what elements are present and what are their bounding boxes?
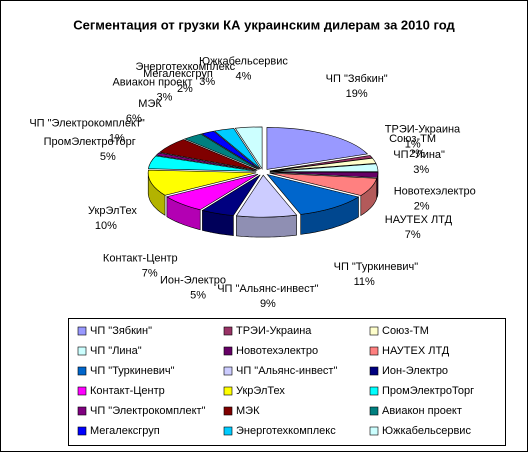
slice-side — [236, 214, 297, 238]
data-label-value: 2% — [409, 148, 425, 160]
legend-swatch — [77, 326, 87, 336]
legend-box — [68, 318, 506, 446]
data-label-name: ЧП "Лина" — [393, 149, 445, 161]
legend-swatch — [369, 386, 379, 396]
data-label-value: 5% — [190, 289, 206, 301]
legend-label: УкрЭлТех — [236, 385, 285, 397]
legend-swatch — [223, 386, 233, 396]
legend-swatch — [223, 406, 233, 416]
slice — [269, 157, 377, 172]
slice — [234, 126, 263, 170]
data-label-value: 3% — [199, 76, 215, 88]
legend-swatch — [77, 386, 87, 396]
data-label-name: ЧП "Альянс-инвест" — [217, 283, 318, 295]
legend-label: ЧП "Электрокомплект" — [90, 405, 206, 417]
data-label-value: 7% — [405, 229, 421, 241]
slice — [266, 173, 360, 215]
legend-swatch — [77, 406, 87, 416]
legend-label: ЧП "Туркиневич" — [90, 365, 175, 377]
legend-label: Новотехэлектро — [236, 345, 318, 357]
slice — [269, 172, 378, 196]
data-label-value: 10% — [95, 220, 117, 232]
data-label-name: ТРЭИ-Украина — [385, 124, 461, 136]
data-label-name: Южкабельсервис — [199, 56, 288, 68]
legend-swatch — [223, 366, 233, 376]
data-label-name: Новотехэлектро — [394, 185, 476, 197]
legend-swatch — [369, 346, 379, 356]
data-label-name: Союз-ТМ — [389, 133, 436, 145]
legend-label: Контакт-Центр — [90, 385, 165, 397]
data-label-value: 7% — [142, 267, 158, 279]
slice — [269, 163, 379, 173]
legend-label: Союз-ТМ — [382, 325, 429, 337]
data-label-name: Ион-Электро — [160, 274, 226, 286]
slice — [183, 133, 259, 170]
legend-swatch — [369, 366, 379, 376]
legend-swatch — [369, 426, 379, 436]
legend-swatch — [223, 426, 233, 436]
slice — [166, 173, 259, 211]
data-label-name: ПромЭлектроТорг — [44, 136, 136, 148]
data-label-name: ЧП "Зябкин" — [326, 73, 388, 85]
slice — [269, 171, 379, 178]
legend-label: ПромЭлектроТорг — [382, 385, 474, 397]
data-label-name: НАУТЕХ ЛТД — [385, 214, 453, 226]
data-label-name: Авиакон проект — [112, 77, 192, 89]
legend-swatch — [77, 426, 87, 436]
data-label-value: 5% — [100, 151, 116, 163]
legend-label: НАУТЕХ ЛТД — [382, 345, 450, 357]
data-label-name: УкрЭлТех — [88, 205, 137, 217]
slice — [201, 130, 260, 170]
legend-label: Ион-Электро — [382, 365, 448, 377]
data-label-value: 9% — [260, 298, 276, 310]
data-label-name: ЧП "Электрокомплект" — [29, 118, 145, 130]
data-label-value: 1% — [109, 133, 125, 145]
data-label-name: МЭК — [138, 98, 162, 110]
legend-swatch — [223, 346, 233, 356]
chart-title: Сегментация от грузки КА украинским диле… — [73, 17, 455, 32]
legend-swatch — [77, 366, 87, 376]
legend-label: ЧП "Альянс-инвест" — [236, 365, 337, 377]
data-label-name: Мегалексгруп — [143, 68, 213, 80]
data-label-value: 2% — [414, 200, 430, 212]
slice — [266, 127, 369, 170]
data-label-value: 1% — [405, 139, 421, 151]
legend-label: ЧП "Зябкин" — [90, 325, 152, 337]
slice — [155, 152, 257, 172]
slice — [147, 169, 257, 196]
slice — [235, 174, 298, 218]
slice — [158, 139, 258, 171]
legend-swatch — [223, 326, 233, 336]
data-label-value: 11% — [354, 276, 375, 288]
data-label-value: 2% — [177, 83, 193, 95]
legend-label: Мегалексгруп — [90, 425, 160, 437]
legend-swatch — [369, 406, 379, 416]
legend-label: Южкабельсервис — [382, 425, 471, 437]
data-label-value: 3% — [413, 164, 429, 176]
legend-label: ЧП "Лина" — [90, 345, 142, 357]
legend-label: МЭК — [236, 405, 260, 417]
data-label-name: Контакт-Центр — [103, 252, 178, 264]
data-label-name: Энерготехкомплекс — [135, 61, 235, 73]
slice — [201, 174, 261, 216]
legend-label: Авиакон проект — [382, 405, 462, 417]
slice — [148, 155, 257, 172]
data-label-value: 4% — [235, 71, 251, 83]
legend-swatch — [77, 346, 87, 356]
data-label-name: ЧП "Туркиневич" — [334, 261, 419, 273]
data-label-value: 3% — [156, 92, 172, 104]
slice — [213, 128, 261, 170]
legend-swatch — [369, 326, 379, 336]
data-label-value: 6% — [126, 113, 142, 125]
data-label-value: 19% — [346, 88, 368, 100]
legend-label: Энерготехкомплекс — [236, 425, 336, 437]
legend-label: ТРЭИ-Украина — [236, 325, 312, 337]
